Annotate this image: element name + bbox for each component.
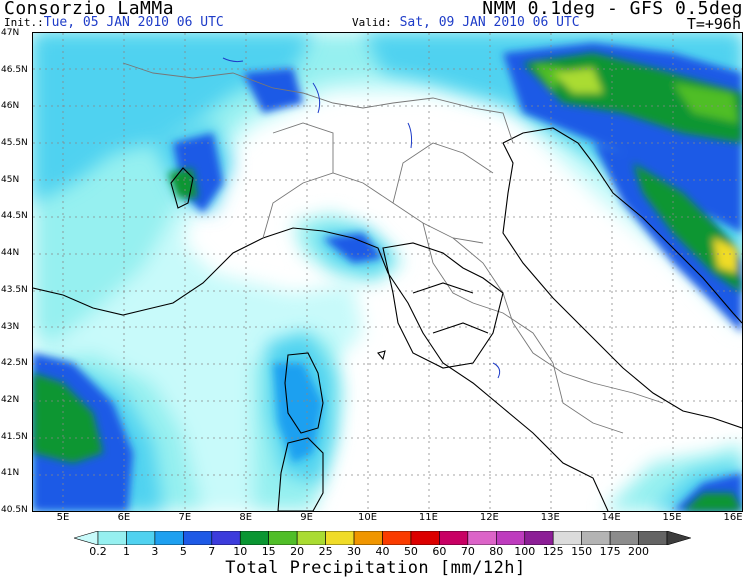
colorbar-box	[581, 531, 611, 545]
colorbar-box	[495, 531, 526, 545]
lat-label: 43N	[1, 321, 20, 332]
lat-label: 47N	[1, 28, 20, 38]
colorbar-box	[126, 531, 156, 545]
colorbar-level: 60	[432, 545, 447, 558]
lon-label: 16E	[723, 512, 743, 523]
lon-label: 13E	[540, 512, 560, 523]
lat-label: 41.5N	[1, 431, 28, 442]
lat-label: 45.5N	[1, 138, 28, 149]
colorbar-box	[353, 531, 383, 545]
lon-label: 9E	[300, 512, 313, 523]
colorbar-level: 1	[122, 545, 130, 558]
colorbar-box	[183, 531, 213, 545]
colorbar-box	[638, 531, 668, 545]
colorbar-level: 25	[318, 545, 333, 558]
lead-time: T=+96h	[686, 15, 741, 33]
lat-label: 41N	[1, 468, 20, 479]
lat-label: 42N	[1, 394, 20, 405]
colorbar-level: 15	[261, 545, 276, 558]
colorbar-level: 30	[347, 545, 362, 558]
lat-label: 44N	[1, 248, 20, 259]
colorbar-box	[410, 531, 440, 545]
colorbar-box	[609, 531, 639, 545]
colorbar-box	[97, 531, 127, 545]
colorbar-box	[154, 531, 184, 545]
colorbar-level: 40	[375, 545, 390, 558]
lon-label: 8E	[239, 512, 253, 523]
colorbar-level: 3	[151, 545, 159, 558]
colorbar-box	[325, 531, 355, 545]
colorbar-level: 100	[514, 545, 536, 558]
colorbar-level: 200	[628, 545, 650, 558]
colorbar-level: 125	[542, 545, 564, 558]
lon-label: 10E	[358, 512, 378, 523]
tuscany-border	[382, 242, 504, 369]
lat-label: 40.5N	[1, 505, 28, 515]
lat-label: 46.5N	[1, 64, 28, 75]
valid-value: Sat, 09 JAN 2010 06 UTC	[399, 15, 580, 30]
colorbar-level: 150	[571, 545, 593, 558]
model-title: NMM 0.1deg - GFS 0.5deg	[482, 0, 743, 19]
init-label: Init.:	[4, 16, 44, 29]
lakes	[222, 57, 501, 379]
coastlines	[33, 127, 742, 511]
lon-label: 6E	[117, 512, 131, 523]
colorbar-box	[467, 531, 497, 545]
lat-label: 43.5N	[1, 284, 28, 295]
colorbar-level: 7	[208, 545, 216, 558]
init-value: Tue, 05 JAN 2010 06 UTC	[43, 15, 224, 30]
lat-label: 46N	[1, 101, 20, 112]
colorbar-arrow-high	[666, 531, 691, 545]
valid-time: Valid: Sat, 09 JAN 2010 06 UTC	[352, 15, 580, 30]
lon-label: 14E	[601, 512, 621, 523]
colorbar	[74, 531, 691, 545]
colorbar-arrow-low	[74, 531, 99, 545]
colorbar-level: 5	[179, 545, 187, 558]
colorbar-level: 80	[489, 545, 504, 558]
colorbar-level: 50	[403, 545, 418, 558]
colorbar-box	[382, 531, 412, 545]
colorbar-level: 20	[290, 545, 305, 558]
precip-green-field	[33, 53, 742, 511]
lon-label: 11E	[418, 512, 438, 523]
lat-label: 44.5N	[1, 211, 28, 222]
colorbar-box	[239, 531, 270, 545]
colorbar-box	[524, 531, 554, 545]
init-time: Init.:Tue, 05 JAN 2010 06 UTC	[4, 15, 224, 30]
lat-label: 42.5N	[1, 358, 28, 369]
colorbar-box	[211, 531, 241, 545]
colorbar-box	[439, 531, 469, 545]
colorbar-level: 0.2	[89, 545, 107, 558]
colorbar-level: 10	[233, 545, 248, 558]
colorbar-box	[268, 531, 298, 545]
lat-label: 45N	[1, 174, 20, 185]
colorbar-level: 70	[460, 545, 475, 558]
org-title: Consorzio LaMMa	[4, 0, 175, 19]
lon-label: 5E	[56, 512, 70, 523]
borders	[122, 62, 664, 434]
valid-label: Valid:	[352, 16, 392, 29]
graticule	[33, 33, 742, 511]
colorbar-level: 175	[599, 545, 621, 558]
lon-label: 7E	[178, 512, 192, 523]
precipitation-map	[32, 32, 743, 512]
colorbar-box	[552, 531, 582, 545]
lon-label: 12E	[479, 512, 499, 523]
colorbar-title: Total Precipitation [mm/12h]	[225, 558, 526, 578]
map-svg	[33, 33, 742, 511]
lon-label: 15E	[662, 512, 682, 523]
colorbar-box	[296, 531, 326, 545]
